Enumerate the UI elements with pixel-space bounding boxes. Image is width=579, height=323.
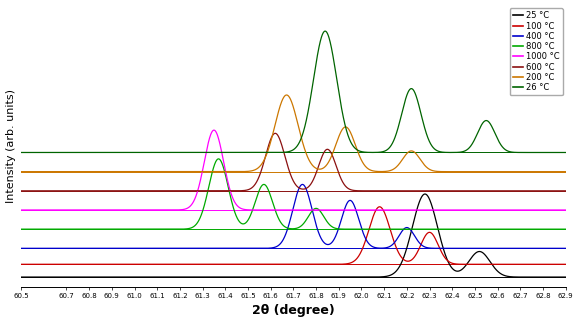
Y-axis label: Intensity (arb. units): Intensity (arb. units) [6, 89, 16, 203]
X-axis label: 2θ (degree): 2θ (degree) [252, 305, 335, 318]
Legend: 25 °C, 100 °C, 400 °C, 800 °C, 1000 °C, 600 °C, 200 °C, 26 °C: 25 °C, 100 °C, 400 °C, 800 °C, 1000 °C, … [510, 8, 563, 96]
